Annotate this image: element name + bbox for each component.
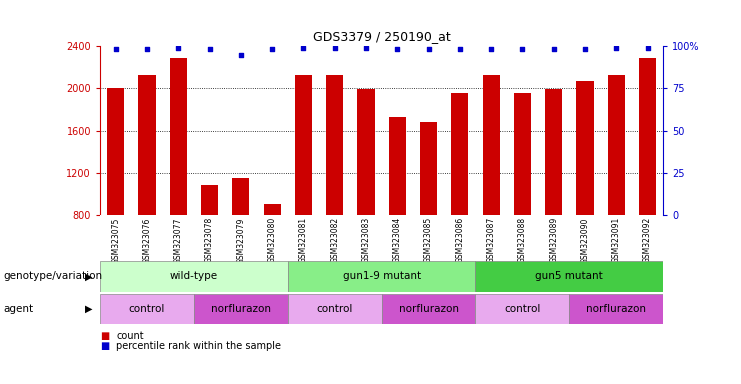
Text: ■: ■ [100,331,109,341]
Title: GDS3379 / 250190_at: GDS3379 / 250190_at [313,30,451,43]
Bar [451,93,468,215]
Point [329,45,341,51]
Text: norflurazon: norflurazon [586,304,646,314]
Bar [100,261,288,292]
Bar [264,204,281,215]
Text: GSM323087: GSM323087 [487,217,496,263]
Text: gun5 mutant: gun5 mutant [536,271,603,281]
Bar [389,117,406,215]
Bar [639,58,657,215]
Text: GSM323092: GSM323092 [643,217,652,263]
Text: GSM323090: GSM323090 [580,217,590,264]
Text: GSM323077: GSM323077 [173,217,183,264]
Point [360,45,372,51]
Bar [107,88,124,215]
Point [548,46,559,53]
Bar [476,261,663,292]
Point [173,45,185,51]
Text: GSM323082: GSM323082 [330,217,339,263]
Point [422,46,434,53]
Text: genotype/variation: genotype/variation [4,271,103,281]
Point [141,46,153,53]
Text: ▶: ▶ [85,304,93,314]
Bar [288,261,476,292]
Bar [514,93,531,215]
Bar [139,74,156,215]
Bar [545,89,562,215]
Text: control: control [504,304,541,314]
Text: GSM323088: GSM323088 [518,217,527,263]
Text: percentile rank within the sample: percentile rank within the sample [116,341,282,351]
Text: GSM323078: GSM323078 [205,217,214,263]
Text: GSM323079: GSM323079 [236,217,245,264]
Text: ▶: ▶ [85,271,93,281]
Text: gun1-9 mutant: gun1-9 mutant [342,271,421,281]
Bar [326,74,343,215]
Point [204,46,216,53]
Bar [608,74,625,215]
Point [110,46,122,53]
Point [642,45,654,51]
Point [611,45,622,51]
Text: GSM323080: GSM323080 [268,217,276,263]
Text: GSM323089: GSM323089 [549,217,558,263]
Text: GSM323085: GSM323085 [424,217,433,263]
Bar [194,294,288,324]
Bar [576,81,594,215]
Point [235,51,247,58]
Text: GSM323081: GSM323081 [299,217,308,263]
Bar [295,74,312,215]
Bar [382,294,476,324]
Text: wild-type: wild-type [170,271,218,281]
Point [579,46,591,53]
Point [266,46,278,53]
Text: control: control [316,304,353,314]
Point [454,46,466,53]
Bar [288,294,382,324]
Text: GSM323083: GSM323083 [362,217,370,263]
Bar [232,178,250,215]
Text: norflurazon: norflurazon [211,304,270,314]
Text: GSM323075: GSM323075 [111,217,120,264]
Bar [100,294,194,324]
Bar [420,122,437,215]
Bar [357,89,375,215]
Point [391,46,403,53]
Point [297,45,309,51]
Bar [476,294,569,324]
Point [516,46,528,53]
Text: count: count [116,331,144,341]
Text: agent: agent [4,304,34,314]
Bar [201,185,218,215]
Point [485,46,497,53]
Text: control: control [129,304,165,314]
Text: norflurazon: norflurazon [399,304,459,314]
Text: GSM323076: GSM323076 [142,217,151,264]
Text: GSM323091: GSM323091 [612,217,621,263]
Text: ■: ■ [100,341,109,351]
Bar [170,58,187,215]
Text: GSM323086: GSM323086 [455,217,465,263]
Text: GSM323084: GSM323084 [393,217,402,263]
Bar [569,294,663,324]
Bar [482,74,499,215]
